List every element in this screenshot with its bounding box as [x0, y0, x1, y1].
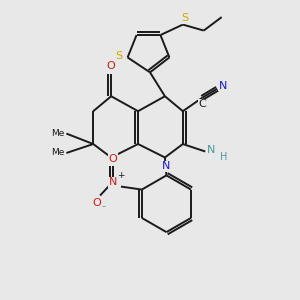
Text: Me: Me: [51, 148, 64, 158]
Text: N: N: [219, 81, 227, 91]
Text: N: N: [162, 161, 171, 171]
Text: O: O: [107, 61, 116, 71]
Text: H: H: [220, 152, 227, 163]
Text: N: N: [108, 177, 117, 187]
Text: +: +: [117, 171, 125, 180]
Text: S: S: [116, 51, 123, 61]
Text: S: S: [181, 13, 188, 23]
Text: ⁻: ⁻: [101, 204, 106, 213]
Text: N: N: [206, 145, 215, 155]
Text: O: O: [108, 154, 117, 164]
Text: C: C: [198, 99, 206, 109]
Text: Me: Me: [51, 129, 64, 138]
Text: O: O: [93, 198, 101, 208]
